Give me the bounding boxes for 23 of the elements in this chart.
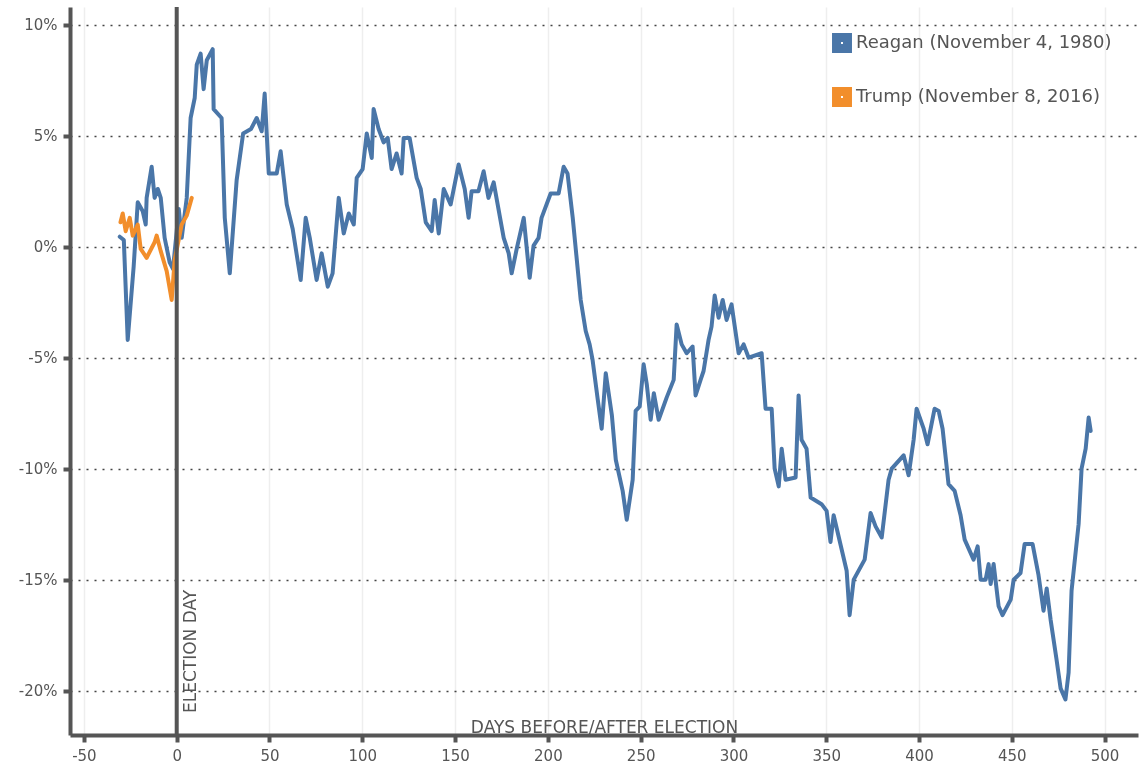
legend-label: Reagan (November 4, 1980) [856, 31, 1112, 52]
y-tick-label: -20% [18, 682, 58, 701]
ref-line-label: ELECTION DAY [179, 589, 200, 713]
x-axis-title: DAYS BEFORE/AFTER ELECTION [470, 716, 739, 737]
x-tick-label: 0 [172, 746, 182, 765]
y-tick-label: 5% [33, 127, 58, 146]
x-tick-label: -50 [72, 746, 97, 765]
x-tick-label: 50 [260, 746, 280, 765]
x-tick-label: 100 [348, 746, 378, 765]
x-tick-label: 500 [1090, 746, 1120, 765]
x-tick-label: 250 [626, 746, 656, 765]
y-tick-label: 10% [24, 16, 58, 35]
x-tick-label: 300 [719, 746, 749, 765]
x-tick-label: 400 [905, 746, 934, 765]
y-tick-label: -5% [28, 349, 58, 368]
y-tick-label: -15% [18, 571, 58, 590]
y-tick-label: 0% [33, 238, 58, 257]
legend-label: Trump (November 8, 2016) [855, 85, 1100, 106]
x-tick-label: 150 [441, 746, 470, 765]
x-tick-label: 450 [997, 746, 1027, 765]
x-tick-label: 350 [812, 746, 842, 765]
x-tick-label: 200 [534, 746, 563, 765]
y-tick-label: -10% [18, 460, 58, 479]
